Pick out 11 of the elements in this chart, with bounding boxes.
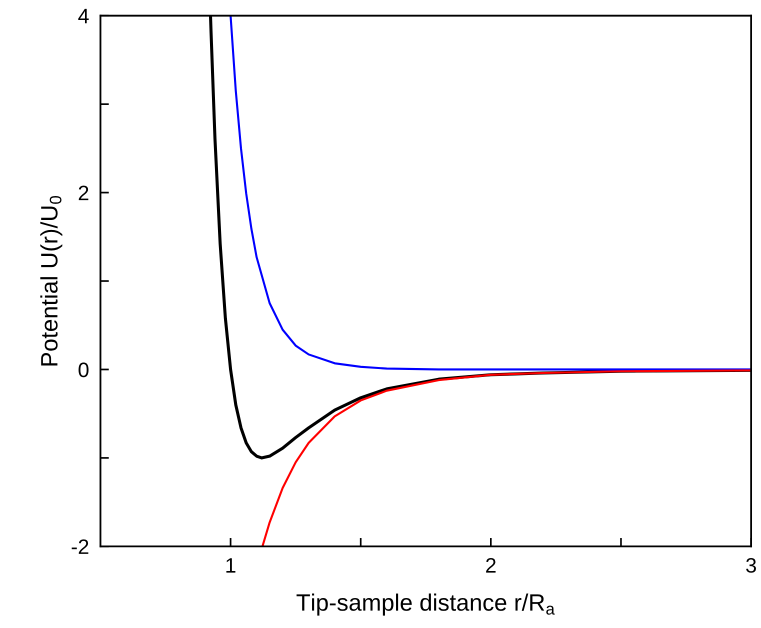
line-series — [230, 16, 752, 371]
x-axis-title: Tip-sample distance r/R$_{a}$ — [296, 594, 555, 616]
line-series — [261, 369, 752, 546]
x-tick-label: 3 — [746, 558, 756, 573]
y-axis-title: Potential U(r)/U$_{0}$ — [40, 196, 62, 366]
x-tick-label: 2 — [486, 558, 496, 573]
y-tick-label: -2 — [72, 539, 88, 554]
x-tick-label: 1 — [226, 558, 236, 573]
y-tick-label: 0 — [78, 362, 89, 378]
y-tick-label: 2 — [78, 186, 88, 200]
y-tick-label: 4 — [78, 8, 89, 24]
